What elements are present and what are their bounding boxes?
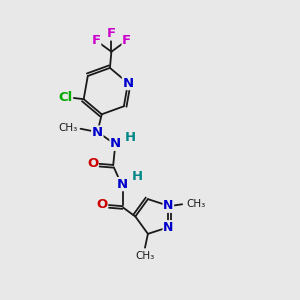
Text: F: F xyxy=(107,27,116,40)
Text: O: O xyxy=(87,157,98,170)
Text: N: N xyxy=(92,126,103,139)
Text: H: H xyxy=(125,131,136,144)
Text: N: N xyxy=(163,199,173,212)
Text: CH₃: CH₃ xyxy=(58,123,78,133)
Text: O: O xyxy=(96,198,108,211)
Text: CH₃: CH₃ xyxy=(135,250,154,261)
Text: N: N xyxy=(163,221,173,234)
Text: N: N xyxy=(122,76,134,90)
Text: H: H xyxy=(132,170,143,183)
Text: F: F xyxy=(122,34,131,47)
Text: N: N xyxy=(110,137,121,150)
Text: CH₃: CH₃ xyxy=(186,199,205,209)
Text: F: F xyxy=(92,34,100,47)
Text: N: N xyxy=(117,178,128,190)
Text: Cl: Cl xyxy=(58,91,73,104)
